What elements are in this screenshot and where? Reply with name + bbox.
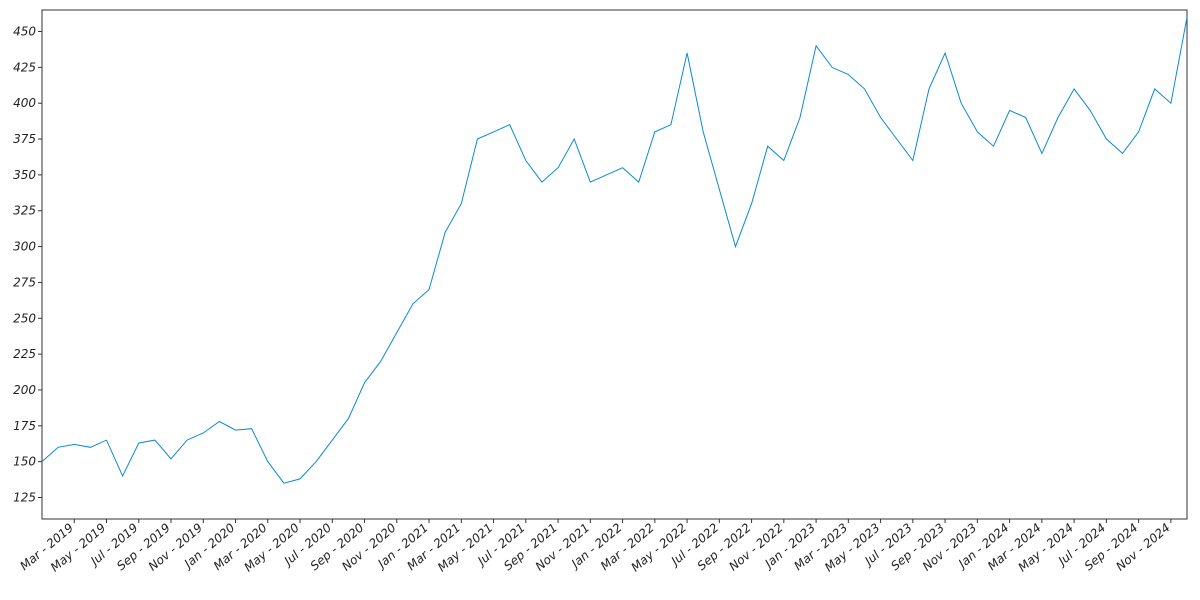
y-tick-label: 425: [13, 60, 36, 74]
price-line: [41, 17, 1188, 484]
y-tick-label: 150: [13, 455, 36, 469]
y-tick-label: 325: [13, 204, 36, 218]
y-tick-label: 300: [13, 240, 36, 254]
plot-frame: [41, 9, 1188, 520]
y-tick-label: 225: [13, 347, 36, 361]
y-tick-label: 200: [13, 383, 36, 397]
y-tick-label: 450: [13, 25, 36, 39]
y-tick-label: 125: [13, 490, 36, 504]
y-tick-label: 250: [13, 311, 36, 325]
y-tick-label: 375: [13, 132, 36, 146]
y-tick-label: 175: [13, 419, 36, 433]
y-tick-label: 350: [13, 168, 36, 182]
y-tick-label: 275: [13, 275, 36, 289]
y-tick-label: 400: [13, 96, 36, 110]
